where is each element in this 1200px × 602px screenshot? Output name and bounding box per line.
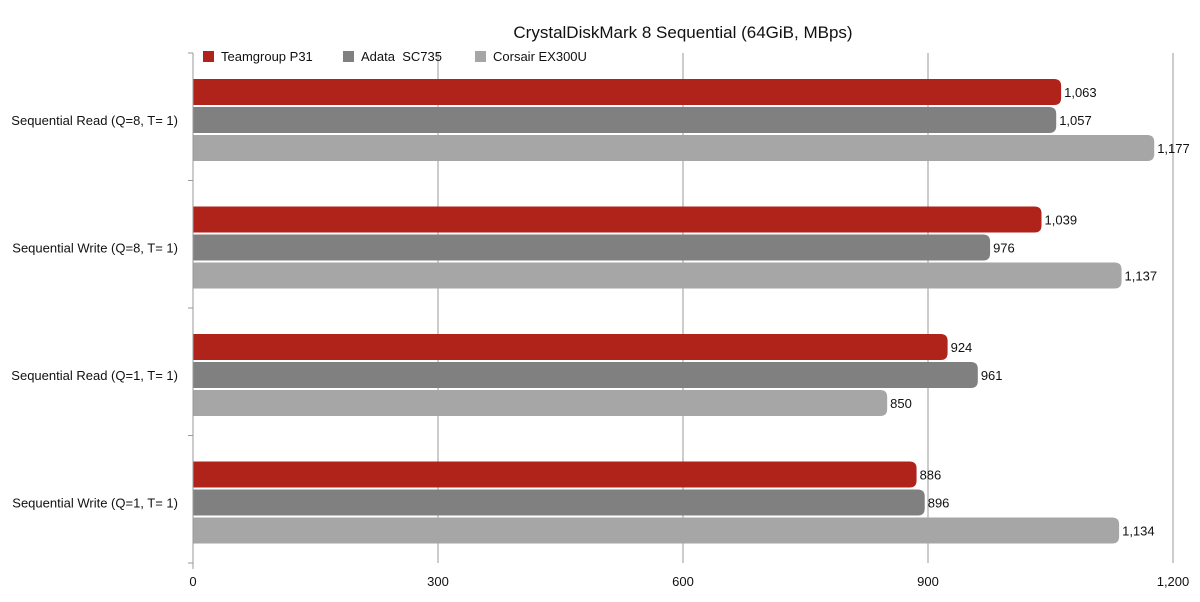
data-label: 1,039: [1045, 213, 1078, 228]
bars: [193, 79, 1155, 544]
x-tick-label: 0: [189, 574, 196, 589]
data-label: 896: [928, 496, 950, 511]
data-label: 886: [920, 468, 942, 483]
bar: [193, 390, 888, 416]
data-label: 1,177: [1157, 141, 1190, 156]
category-label: Sequential Read (Q=1, T= 1): [11, 368, 178, 383]
bar: [193, 79, 1062, 105]
legend-label: Teamgroup P31: [221, 49, 313, 64]
data-label: 1,137: [1125, 269, 1158, 284]
legend-label: Corsair EX300U: [493, 49, 587, 64]
legend-swatch: [203, 51, 214, 62]
bar: [193, 262, 1122, 289]
data-label: 1,134: [1122, 524, 1155, 539]
legend-swatch: [343, 51, 354, 62]
x-tick-label: 1,200: [1157, 574, 1190, 589]
category-label: Sequential Read (Q=8, T= 1): [11, 113, 178, 128]
bar: [193, 234, 991, 261]
x-tick-label: 900: [917, 574, 939, 589]
data-label: 961: [981, 368, 1003, 383]
data-label: 850: [890, 396, 912, 411]
bar: [193, 107, 1057, 133]
axes: 0 300 600 900 1,200 Sequential Read (Q=8, T= …: [11, 52, 1190, 589]
data-label: 976: [993, 241, 1015, 256]
x-tick-label: 300: [427, 574, 449, 589]
x-tick-label: 600: [672, 574, 694, 589]
bar: [193, 362, 978, 388]
data-labels: 1,063 1,057 1,177 1,039 976 1,137 924 961 850 886…: [890, 85, 1190, 539]
data-label: 1,057: [1059, 113, 1092, 128]
bar: [193, 461, 917, 488]
bar: [193, 489, 925, 516]
legend: Teamgroup P31 Adata SC735 Corsair EX300U: [203, 49, 587, 64]
bar: [193, 517, 1120, 544]
chart-title: CrystalDiskMark 8 Sequential (64GiB, MBp…: [513, 23, 852, 42]
bar: [193, 334, 948, 360]
category-label: Sequential Write (Q=8, T= 1): [12, 241, 178, 256]
data-label: 1,063: [1064, 85, 1097, 100]
data-label: 924: [951, 340, 973, 355]
bar: [193, 206, 1042, 233]
legend-swatch: [475, 51, 486, 62]
category-label: Sequential Write (Q=1, T= 1): [12, 496, 178, 511]
legend-label: Adata SC735: [361, 49, 442, 64]
bar: [193, 135, 1155, 161]
